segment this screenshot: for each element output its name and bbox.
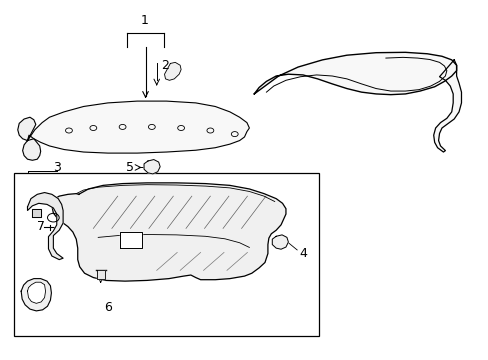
Text: 2: 2 <box>161 59 169 72</box>
Polygon shape <box>27 193 63 260</box>
Bar <box>14 173 319 336</box>
Polygon shape <box>32 210 41 217</box>
Polygon shape <box>27 282 45 303</box>
Polygon shape <box>97 270 104 279</box>
Polygon shape <box>433 60 461 152</box>
Polygon shape <box>18 117 36 140</box>
Polygon shape <box>52 183 285 281</box>
Polygon shape <box>144 159 160 174</box>
Polygon shape <box>272 235 288 249</box>
Text: 1: 1 <box>141 14 148 27</box>
Text: 6: 6 <box>104 301 112 314</box>
Polygon shape <box>22 139 41 160</box>
Polygon shape <box>27 101 249 153</box>
Text: 7: 7 <box>37 220 44 233</box>
Polygon shape <box>254 52 456 95</box>
Text: 5: 5 <box>125 161 134 174</box>
Text: 3: 3 <box>53 161 61 174</box>
Polygon shape <box>120 232 142 248</box>
Polygon shape <box>164 62 181 80</box>
Text: 4: 4 <box>299 247 306 260</box>
Polygon shape <box>21 279 51 311</box>
